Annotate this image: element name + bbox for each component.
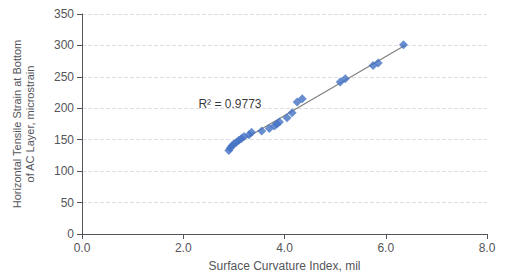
svg-text:250: 250: [54, 70, 74, 84]
svg-text:Horizontal Tensile Strain at B: Horizontal Tensile Strain at Bottom: [11, 40, 23, 209]
svg-text:Surface Curvature Index, mil: Surface Curvature Index, mil: [208, 259, 360, 273]
svg-text:4.0: 4.0: [276, 241, 293, 255]
svg-text:0.0: 0.0: [74, 241, 91, 255]
svg-text:R² = 0.9773: R² = 0.9773: [198, 97, 261, 111]
svg-text:150: 150: [54, 133, 74, 147]
svg-text:6.0: 6.0: [377, 241, 394, 255]
svg-text:200: 200: [54, 101, 74, 115]
svg-text:0: 0: [67, 227, 74, 241]
svg-text:8.0: 8.0: [479, 241, 496, 255]
svg-text:50: 50: [61, 196, 75, 210]
svg-text:2.0: 2.0: [175, 241, 192, 255]
svg-text:350: 350: [54, 7, 74, 21]
svg-text:100: 100: [54, 164, 74, 178]
svg-text:300: 300: [54, 38, 74, 52]
svg-text:of AC Layer, microstrain: of AC Layer, microstrain: [24, 66, 36, 183]
